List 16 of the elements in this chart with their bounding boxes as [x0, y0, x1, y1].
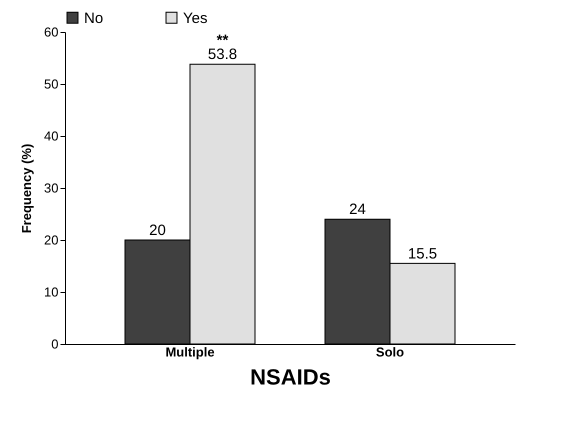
y-tick-label: 60	[44, 24, 58, 40]
x-tick-label: Multiple	[165, 344, 215, 360]
x-axis-title: NSAIDs	[250, 364, 331, 390]
y-axis-title: Frequency (%)	[19, 144, 34, 234]
y-tick-label: 0	[51, 336, 58, 352]
y-tick-label: 50	[44, 76, 58, 92]
x-tick-label: Solo	[376, 344, 404, 360]
data-label: 24	[349, 201, 366, 218]
y-tick-label: 40	[44, 128, 58, 144]
legend-label: No	[84, 10, 104, 27]
y-tick-label: 20	[44, 232, 58, 248]
y-tick-label: 30	[44, 180, 58, 196]
y-tick-label: 10	[44, 284, 58, 300]
legend-label: Yes	[183, 10, 208, 27]
data-label: 20	[149, 222, 166, 239]
data-label: 15.5	[408, 245, 438, 262]
